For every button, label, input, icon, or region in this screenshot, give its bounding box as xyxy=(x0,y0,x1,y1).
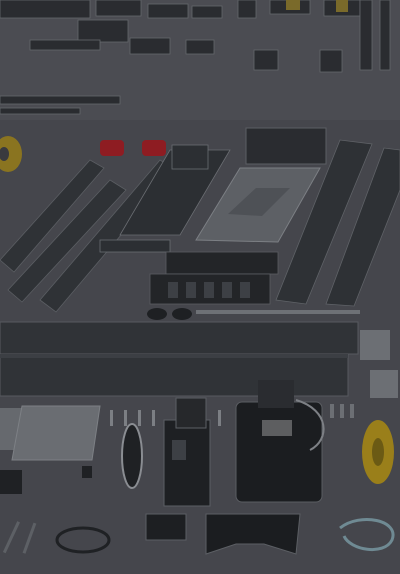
pulley-wheel xyxy=(121,423,143,489)
yellow-parts-top xyxy=(286,0,348,12)
screwdrivers xyxy=(2,521,37,554)
long-beams xyxy=(0,321,359,397)
control-box xyxy=(163,397,211,507)
foot-1 xyxy=(147,308,167,320)
blue-cable xyxy=(339,518,395,552)
left-small-parts xyxy=(0,466,92,494)
cable-loop xyxy=(55,526,111,554)
foot-2 xyxy=(172,308,192,320)
red-roller-2 xyxy=(142,140,166,156)
motor-label xyxy=(262,420,292,436)
yellow-spool-left xyxy=(0,136,22,172)
slab-center xyxy=(11,405,101,461)
center-bracket xyxy=(99,144,231,253)
threaded-rod xyxy=(196,310,360,314)
red-roller-1 xyxy=(100,140,124,156)
bolts-row xyxy=(110,410,221,426)
small-bolts-right xyxy=(330,330,398,418)
small-box xyxy=(145,513,187,541)
top-right-box xyxy=(245,127,327,165)
channel-slots xyxy=(168,282,250,298)
bottom-parts xyxy=(55,513,395,555)
motor xyxy=(235,380,325,503)
bottom-bracket xyxy=(205,513,301,555)
right-rails xyxy=(275,139,400,307)
plate-recess xyxy=(228,188,290,216)
